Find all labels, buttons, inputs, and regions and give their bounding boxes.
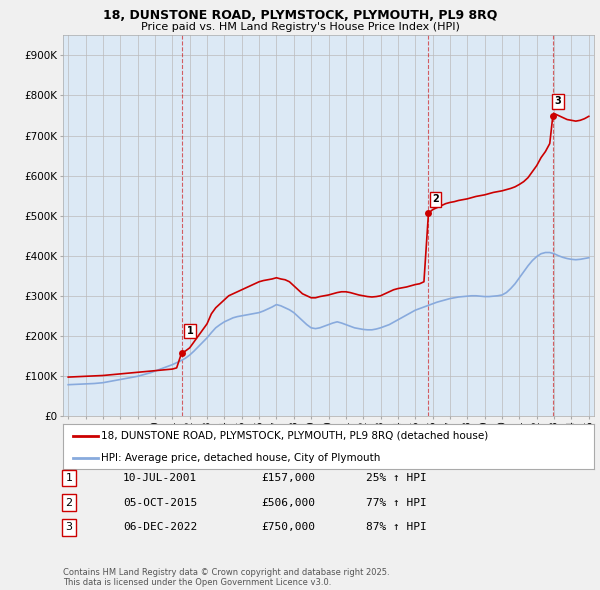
Text: 77% ↑ HPI: 77% ↑ HPI (366, 498, 427, 507)
Text: £157,000: £157,000 (261, 473, 315, 483)
Text: £506,000: £506,000 (261, 498, 315, 507)
Text: £750,000: £750,000 (261, 523, 315, 532)
Text: 1: 1 (187, 326, 194, 336)
Text: 10-JUL-2001: 10-JUL-2001 (123, 473, 197, 483)
Text: Contains HM Land Registry data © Crown copyright and database right 2025.
This d: Contains HM Land Registry data © Crown c… (63, 568, 389, 587)
Text: 1: 1 (65, 473, 73, 483)
Text: 87% ↑ HPI: 87% ↑ HPI (366, 523, 427, 532)
Text: 25% ↑ HPI: 25% ↑ HPI (366, 473, 427, 483)
Text: 2: 2 (65, 498, 73, 507)
Text: 3: 3 (65, 523, 73, 532)
Text: 06-DEC-2022: 06-DEC-2022 (123, 523, 197, 532)
Text: 18, DUNSTONE ROAD, PLYMSTOCK, PLYMOUTH, PL9 8RQ: 18, DUNSTONE ROAD, PLYMSTOCK, PLYMOUTH, … (103, 9, 497, 22)
Text: Price paid vs. HM Land Registry's House Price Index (HPI): Price paid vs. HM Land Registry's House … (140, 22, 460, 32)
Text: 3: 3 (555, 97, 562, 107)
Text: HPI: Average price, detached house, City of Plymouth: HPI: Average price, detached house, City… (101, 453, 380, 463)
Text: 05-OCT-2015: 05-OCT-2015 (123, 498, 197, 507)
Text: 2: 2 (432, 194, 439, 204)
Text: 18, DUNSTONE ROAD, PLYMSTOCK, PLYMOUTH, PL9 8RQ (detached house): 18, DUNSTONE ROAD, PLYMSTOCK, PLYMOUTH, … (101, 431, 488, 441)
